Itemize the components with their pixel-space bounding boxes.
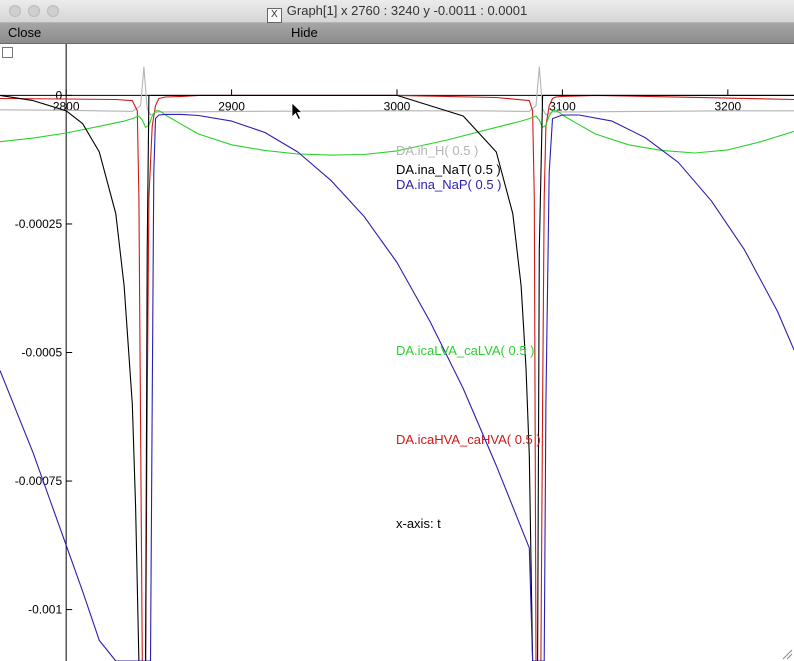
legend-entry-0: DA.ih_H( 0.5 ): [396, 143, 478, 158]
y-tick-label: -0.00025: [15, 217, 63, 231]
minimize-window-circle[interactable]: [28, 5, 40, 17]
close-window-circle[interactable]: [9, 5, 21, 17]
x-tick-label: 3200: [714, 99, 741, 113]
hide-button[interactable]: Hide: [291, 25, 318, 40]
series-line-2: [0, 113, 794, 661]
line-chart[interactable]: 2800 2900 3000 3100 32000-0.00025-0.0005-0.0…: [0, 44, 794, 661]
series-line-1: [0, 94, 794, 661]
window-title-text: Graph[1] x 2760 : 3240 y -0.0011 : 0.000…: [286, 3, 528, 18]
y-tick-label: -0.0005: [21, 346, 62, 360]
window-title: X Graph[1] x 2760 : 3240 y -0.0011 : 0.00…: [0, 3, 794, 23]
zoom-window-circle[interactable]: [47, 5, 59, 17]
mouse-pointer-icon: [291, 102, 304, 121]
y-tick-label: -0.001: [28, 603, 62, 617]
legend-entry-3: DA.icaLVA_caLVA( 0.5 ): [396, 343, 535, 358]
x-tick-label: 3100: [549, 99, 576, 113]
close-button[interactable]: Close: [8, 25, 42, 40]
x-axis-label: x-axis: t: [396, 516, 441, 531]
x-tick-label: 2900: [218, 99, 245, 113]
y-tick-label: -0.00075: [15, 474, 63, 488]
y-tick-label: 0: [55, 88, 62, 102]
x-tick-label: 3000: [384, 99, 411, 113]
x-window-icon: X: [266, 8, 282, 23]
series-line-3: [0, 110, 794, 156]
series-line-0: [0, 66, 794, 116]
menu-bar: Close Hide: [0, 23, 794, 44]
graph-checkbox[interactable]: [2, 47, 13, 58]
legend-entry-2: DA.ina_NaP( 0.5 ): [396, 177, 502, 192]
legend-entry-4: DA.icaHVA_caHVA( 0.5 ): [396, 432, 541, 447]
resize-grip-icon[interactable]: [781, 648, 793, 660]
title-bar[interactable]: X Graph[1] x 2760 : 3240 y -0.0011 : 0.00…: [0, 0, 794, 23]
legend-entry-1: DA.ina_NaT( 0.5 ): [396, 162, 501, 177]
